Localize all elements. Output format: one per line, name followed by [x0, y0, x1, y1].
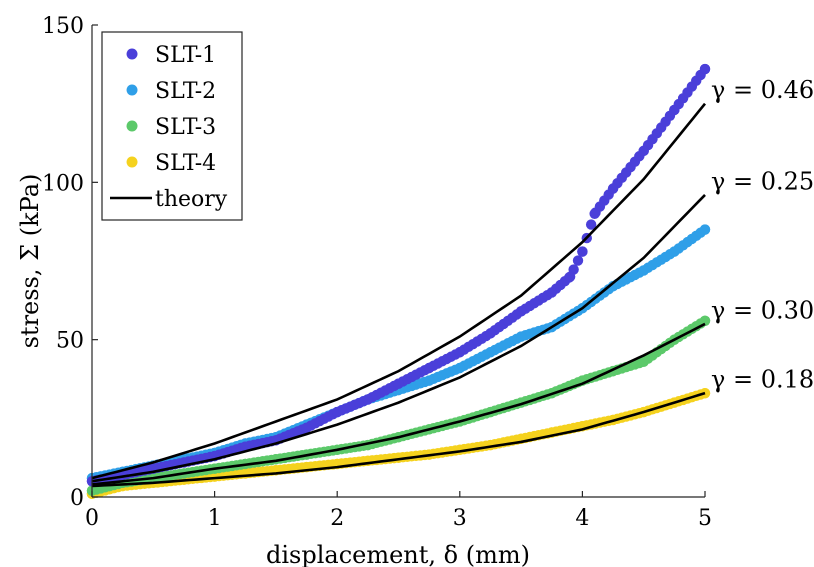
x-tick-label: 0	[85, 506, 99, 531]
data-point-slt-1	[589, 208, 600, 219]
data-point-slt-1	[564, 271, 576, 282]
curve-label-3: γ = 0.30	[711, 296, 814, 324]
data-point-slt-1	[454, 347, 465, 358]
point-slt-1	[572, 255, 584, 266]
legend-marker-slt-3	[126, 120, 138, 132]
data-point-slt-1	[485, 328, 496, 339]
data-point-slt-1	[607, 183, 619, 194]
legend-label-slt-4: SLT-4	[155, 151, 216, 176]
data-point-slt-3	[638, 356, 649, 367]
legend-marker-slt-2	[126, 84, 138, 96]
x-tick-label: 4	[575, 506, 589, 531]
legend-box	[101, 31, 243, 221]
data-point-slt-1	[393, 378, 404, 389]
legend-marker-slt-4	[126, 156, 138, 168]
data-point-slt-2	[669, 246, 680, 257]
x-tick-label: 2	[330, 506, 344, 531]
curve-label-layer: γ = 0.46 γ = 0.25 γ = 0.30 γ = 0.18	[711, 76, 814, 394]
data-point-slt-4	[699, 387, 711, 399]
y-tick-label: 150	[42, 14, 84, 39]
data-point-slt-1	[423, 362, 435, 374]
data-point-slt-2	[423, 375, 435, 386]
data-point-slt-2	[515, 331, 527, 342]
x-tick-label: 3	[453, 506, 467, 531]
x-tick-label: 1	[208, 506, 222, 531]
x-axis-label: displacement, δ (mm)	[266, 541, 530, 567]
data-point-slt-2	[699, 224, 711, 235]
theory-curve-3	[91, 322, 706, 486]
data-point-slt-1	[332, 406, 343, 418]
legend-marker-slt-1	[126, 48, 138, 60]
legend-label-slt-1: SLT-1	[155, 43, 216, 68]
series-slt-1	[86, 63, 711, 487]
y-axis-label: stress, Σ (kPa)	[16, 174, 44, 349]
legend-label-slt-3: SLT-3	[155, 115, 216, 140]
data-point-slt-1	[546, 287, 557, 298]
data-point-slt-1	[301, 422, 312, 433]
data-point-slt-2	[638, 265, 649, 276]
y-tick-label: 0	[70, 486, 84, 511]
theory-curve-1	[91, 102, 707, 480]
x-tick-label: 5	[698, 506, 712, 531]
data-point-slt-1	[638, 145, 649, 157]
data-point-slt-2	[454, 362, 465, 374]
legend: SLT-1 SLT-2 SLT-3 SLT-4 theory	[101, 31, 243, 221]
data-point-slt-1	[515, 306, 527, 317]
data-point-slt-1	[240, 441, 251, 452]
data-point-slt-1	[669, 104, 680, 116]
y-tick-label: 50	[56, 329, 84, 354]
data-point-slt-1	[699, 63, 711, 75]
data-point-slt-3	[699, 315, 711, 326]
series-layer	[86, 63, 711, 500]
legend-label-slt-2: SLT-2	[155, 79, 216, 104]
theory-curve-2	[91, 194, 706, 483]
data-point-slt-2	[485, 347, 496, 358]
data-point-slt-1	[577, 246, 588, 257]
legend-label-theory: theory	[155, 187, 228, 212]
curve-label-2: γ = 0.25	[711, 167, 814, 195]
point-slt-1	[585, 219, 597, 230]
data-point-slt-1	[362, 394, 374, 405]
theory-curve-4	[91, 391, 706, 488]
curve-label-4: γ = 0.18	[711, 366, 814, 394]
y-tick-label: 100	[42, 171, 84, 196]
curve-label-1: γ = 0.46	[711, 76, 814, 104]
